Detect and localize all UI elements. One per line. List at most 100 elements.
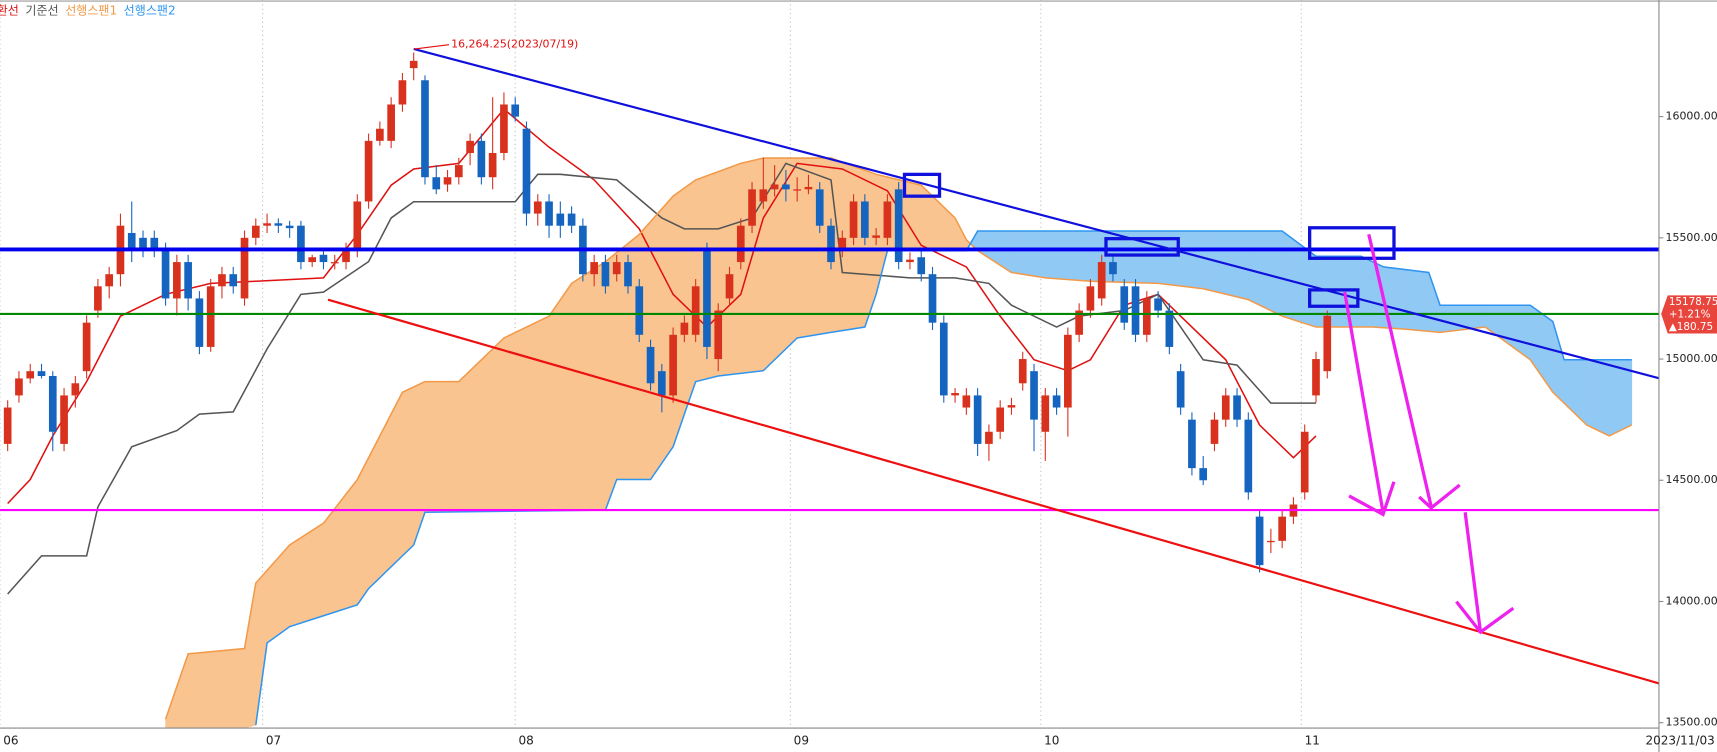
trend-line bbox=[327, 298, 1659, 685]
candle-body bbox=[173, 262, 181, 299]
candle-body bbox=[635, 286, 644, 335]
candle-body bbox=[82, 322, 91, 372]
candle-body bbox=[1052, 395, 1061, 408]
candle-body bbox=[838, 237, 847, 250]
candle-body bbox=[26, 371, 35, 379]
candle-body bbox=[488, 152, 497, 178]
candle-body bbox=[218, 274, 226, 287]
candle-body bbox=[1255, 516, 1264, 566]
candle-body bbox=[500, 104, 508, 153]
candle-body bbox=[1018, 359, 1027, 384]
candle-body bbox=[996, 407, 1005, 432]
candle-body bbox=[330, 262, 339, 264]
candle-body bbox=[240, 237, 249, 299]
cloud-fill-span2 bbox=[1202, 230, 1249, 301]
candle-body bbox=[1120, 286, 1129, 323]
x-tick-label: 10 bbox=[1044, 734, 1059, 748]
candle-body bbox=[139, 237, 147, 250]
cloud-fill-span1 bbox=[481, 337, 505, 512]
candle-body bbox=[319, 254, 328, 263]
trend-line bbox=[413, 47, 1659, 380]
legend: 환선 기준선 선행스팬1 선행스팬2 bbox=[0, 2, 176, 17]
candle-body bbox=[748, 189, 756, 226]
candle-body bbox=[759, 189, 768, 202]
candle-body bbox=[308, 257, 317, 263]
candle-body bbox=[815, 189, 824, 226]
candle-body bbox=[567, 213, 576, 226]
candle-body bbox=[342, 249, 350, 263]
candle-body bbox=[285, 225, 294, 229]
candle-body bbox=[939, 322, 948, 396]
cloud-fill-span2 bbox=[1044, 230, 1091, 282]
plot-area bbox=[0, 47, 1659, 729]
candle-body bbox=[432, 177, 441, 190]
candle-body bbox=[297, 225, 305, 263]
cloud-fill-span1 bbox=[187, 648, 245, 729]
candle-body bbox=[251, 225, 260, 238]
candle-body bbox=[894, 189, 903, 263]
y-tick-label: 14000.00 bbox=[1666, 594, 1717, 607]
candle-body bbox=[951, 392, 959, 396]
candle-body bbox=[206, 286, 215, 347]
candle-body bbox=[1131, 286, 1140, 335]
y-tick-label: 15000.00 bbox=[1666, 352, 1717, 365]
legend-entry: 환선 bbox=[0, 3, 19, 17]
x-tick-label: 11 bbox=[1305, 734, 1320, 748]
y-tick-label: 13500.00 bbox=[1666, 716, 1717, 729]
candle-body bbox=[1300, 431, 1309, 493]
candle-body bbox=[703, 249, 711, 347]
candle-body bbox=[680, 322, 689, 335]
candle-body bbox=[1221, 395, 1230, 420]
candle-body bbox=[1278, 516, 1286, 541]
y-tick-label: 14500.00 bbox=[1666, 473, 1717, 486]
cloud-fill-span2 bbox=[1011, 230, 1046, 279]
candle-body bbox=[421, 80, 429, 178]
cloud-fill-span1 bbox=[571, 260, 606, 511]
candle-body bbox=[533, 201, 542, 214]
candle-body bbox=[928, 274, 937, 323]
candle-body bbox=[477, 140, 486, 178]
candle-body bbox=[782, 184, 790, 190]
candle-body bbox=[669, 334, 677, 396]
legend-entry: 기준선 bbox=[25, 3, 58, 17]
candle-body bbox=[94, 286, 102, 311]
candle-body bbox=[714, 310, 723, 360]
candle-body bbox=[612, 262, 621, 275]
legend-entry: 선행스팬1 bbox=[65, 2, 117, 17]
high-annotation: 16,264.25(2023/07/19) bbox=[451, 38, 578, 51]
candle-body bbox=[657, 371, 666, 396]
candle-body bbox=[443, 177, 452, 185]
candle-body bbox=[804, 186, 813, 190]
candle-body bbox=[229, 274, 238, 287]
tag-price: 15178.75 bbox=[1669, 296, 1717, 308]
x-last-date: 2023/11/03 bbox=[1645, 734, 1714, 748]
candle-body bbox=[1233, 395, 1241, 420]
arrow-head bbox=[1455, 600, 1515, 635]
candle-body bbox=[545, 201, 553, 226]
candle-body bbox=[150, 237, 159, 250]
x-tick-label: 08 bbox=[518, 734, 533, 748]
candle-body bbox=[1176, 371, 1185, 408]
tag-change-pct: +1.21% bbox=[1669, 308, 1711, 320]
candle-body bbox=[793, 189, 802, 191]
candle-body bbox=[590, 262, 598, 275]
candle-body bbox=[1075, 310, 1083, 335]
candle-body bbox=[1210, 419, 1219, 444]
candle-body bbox=[398, 80, 407, 105]
candle-body bbox=[48, 376, 57, 432]
highlight-box bbox=[1308, 288, 1360, 308]
candle-body bbox=[376, 128, 384, 141]
candle-body bbox=[1142, 298, 1151, 335]
candle-body bbox=[1007, 405, 1016, 408]
candle-body bbox=[1064, 334, 1072, 408]
candle-body bbox=[15, 378, 23, 396]
arrow-shaft bbox=[1367, 233, 1433, 508]
arrow-shaft bbox=[1463, 512, 1483, 633]
candle-body bbox=[861, 201, 869, 238]
candle-body bbox=[3, 407, 12, 444]
candle-body bbox=[263, 223, 271, 226]
y-tick-label: 15500.00 bbox=[1666, 231, 1717, 244]
